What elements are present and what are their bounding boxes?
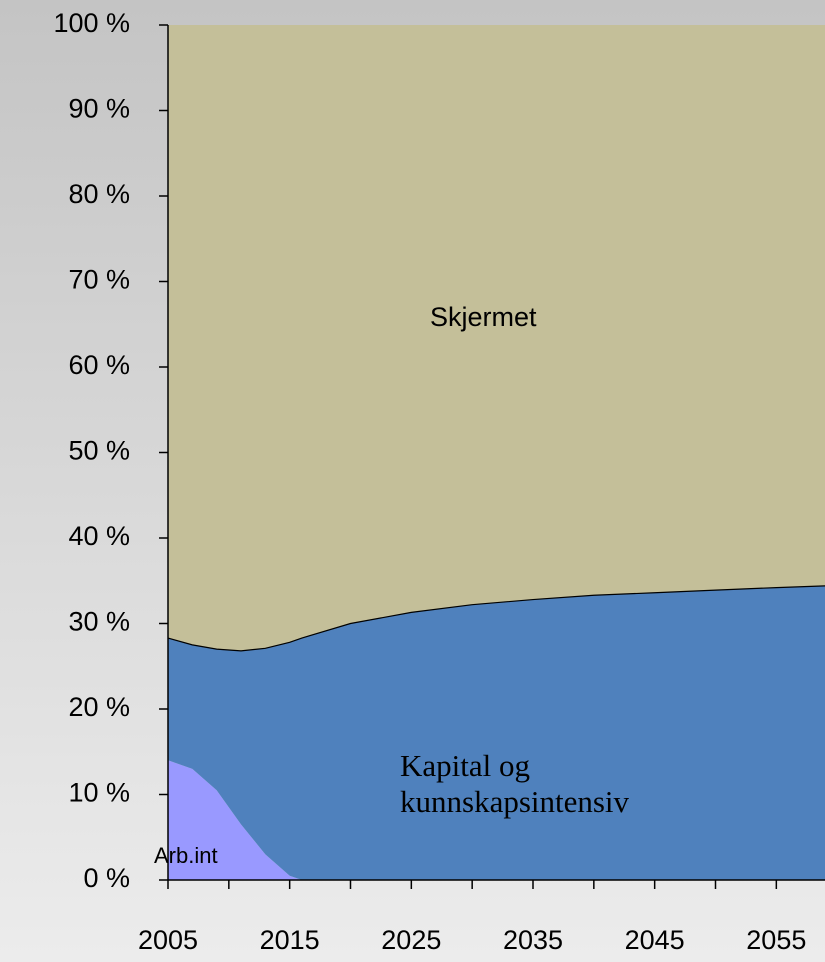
area [168,760,825,880]
x-tick-label: 2045 [625,925,685,955]
y-tick-label: 60 % [68,350,130,380]
y-tick-label: 50 % [68,436,130,466]
x-tick-label: 2015 [260,925,320,955]
area-label: Skjermet [430,302,537,332]
area [168,585,825,880]
y-tick-label: 70 % [68,265,130,295]
y-tick-label: 80 % [68,179,130,209]
y-tick-label: 90 % [68,94,130,124]
y-tick-label: 10 % [68,778,130,808]
boundary-line [167,585,825,652]
x-tick-label: 2025 [381,925,441,955]
x-tick-label: 2055 [746,925,806,955]
y-tick-label: 0 % [83,863,130,893]
area-label: Kapital og kunnskapsintensiv [400,748,630,819]
x-tick-label: 2035 [503,925,563,955]
area [168,25,825,651]
area-label: Arb.int [154,843,218,868]
x-tick-label: 2005 [138,925,198,955]
y-tick-label: 20 % [68,692,130,722]
y-tick-label: 100 % [53,8,130,38]
y-tick-label: 30 % [68,607,130,637]
y-tick-label: 40 % [68,521,130,551]
